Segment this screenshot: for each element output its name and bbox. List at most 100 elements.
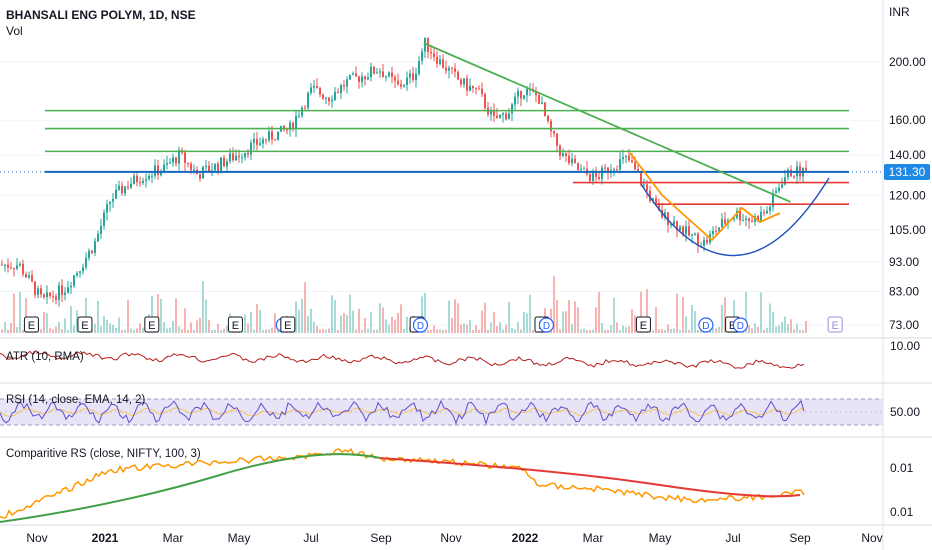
- atr-axis-tick: 10.00: [890, 339, 920, 353]
- zigzag-path[interactable]: [629, 152, 781, 242]
- candle-body: [616, 169, 618, 171]
- volume-bar: [370, 312, 372, 333]
- earnings-marker[interactable]: E: [827, 316, 843, 333]
- volume-bar: [217, 323, 219, 333]
- earnings-marker[interactable]: E: [144, 316, 160, 333]
- volume-bar: [328, 328, 330, 333]
- volume-bar: [784, 316, 786, 333]
- time-axis-tick: Nov: [861, 531, 882, 545]
- time-axis-tick: Sep: [370, 531, 392, 545]
- volume-bar: [352, 310, 354, 333]
- candle-body: [148, 176, 150, 180]
- candle-body: [256, 138, 258, 145]
- earnings-marker[interactable]: E: [635, 316, 651, 333]
- volume-bar: [13, 293, 15, 333]
- volume-bar: [451, 317, 453, 333]
- volume-bar: [484, 302, 486, 333]
- candle-body: [172, 157, 174, 163]
- earnings-marker[interactable]: E: [227, 316, 243, 333]
- dividend-marker[interactable]: D: [698, 317, 714, 333]
- dividend-marker[interactable]: D: [732, 317, 749, 333]
- candle-body: [418, 60, 420, 74]
- volume-bar: [754, 323, 756, 333]
- volume-bar: [4, 321, 6, 333]
- volume-bar: [265, 329, 267, 333]
- last-price-badge: 131.30: [884, 164, 930, 180]
- candle-body: [103, 212, 105, 226]
- candle-body: [436, 56, 438, 64]
- candle-body: [193, 169, 195, 171]
- candle-body: [520, 90, 522, 99]
- volume-bar: [493, 311, 495, 333]
- volume-bar: [406, 316, 408, 333]
- candle-body: [781, 184, 783, 188]
- volume-bar: [613, 297, 615, 333]
- volume-bar: [799, 329, 801, 333]
- volume-bar: [43, 311, 45, 333]
- volume-bar: [319, 329, 321, 333]
- candle-body: [403, 85, 405, 87]
- volume-bar: [127, 300, 129, 333]
- volume-bar: [355, 329, 357, 333]
- candle-body: [97, 233, 99, 242]
- atr-pane: [0, 349, 805, 369]
- time-axis[interactable]: Nov 2021 Mar May Jul Sep Nov 2022 Mar May Jul Sep No…: [26, 531, 882, 545]
- candle-body: [793, 176, 795, 178]
- volume-bar: [553, 276, 555, 333]
- candle-body: [229, 153, 231, 162]
- volume-bar: [709, 329, 711, 333]
- volume-bar: [253, 329, 255, 333]
- candle-body: [346, 79, 348, 87]
- volume-bar: [118, 317, 120, 333]
- candle-body: [787, 169, 789, 178]
- candle-body: [406, 77, 408, 86]
- volume-bar: [316, 325, 318, 333]
- svg-text:E: E: [148, 320, 155, 332]
- drawing-tools[interactable]: [0, 42, 883, 257]
- candle-body: [517, 90, 519, 97]
- candle-body: [163, 164, 165, 172]
- price-axis[interactable]: 200.00 160.00 140.00 120.00 105.00 93.00 83.00…: [889, 55, 926, 332]
- dividend-marker[interactable]: D: [412, 317, 429, 333]
- candle-body: [550, 121, 552, 132]
- candle-body: [613, 169, 615, 171]
- trend-line[interactable]: [423, 42, 791, 203]
- earnings-marker[interactable]: E: [23, 316, 39, 333]
- candle-body: [7, 264, 9, 268]
- atr-line: [0, 349, 805, 369]
- event-markers[interactable]: EEEEDEEDEDEDEDE: [23, 316, 843, 333]
- earnings-marker[interactable]: E: [77, 316, 93, 333]
- candle-body: [316, 85, 318, 88]
- volume-bar: [361, 329, 363, 333]
- volume-bar: [385, 319, 387, 333]
- candle-body: [139, 182, 141, 184]
- candle-body: [286, 129, 288, 131]
- earnings-marker[interactable]: E: [280, 316, 296, 333]
- volume-bar: [577, 307, 579, 333]
- volume-bar: [592, 329, 594, 333]
- volume-bar: [631, 309, 633, 333]
- candle-body: [232, 153, 234, 161]
- volume-bar: [334, 299, 336, 333]
- volume-bar: [208, 319, 210, 333]
- volume-bar: [394, 319, 396, 333]
- candle-body: [481, 88, 483, 95]
- volume-bar: [61, 329, 63, 333]
- dividend-marker[interactable]: D: [538, 317, 555, 333]
- cup-arc[interactable]: [640, 177, 830, 257]
- volume-bar: [250, 312, 252, 333]
- volume-bar: [511, 328, 513, 333]
- time-axis-tick: Nov: [26, 531, 47, 545]
- atr-label: ATR (10, RMA): [6, 351, 84, 363]
- candle-body: [415, 73, 417, 81]
- volume-bar: [295, 301, 297, 333]
- volume-bar: [421, 296, 423, 333]
- volume-bar: [1, 329, 3, 333]
- volume-bar: [436, 329, 438, 333]
- volume-bar: [85, 297, 87, 333]
- candle-body: [445, 67, 447, 71]
- candle-body: [466, 78, 468, 91]
- volume-bar: [499, 322, 501, 333]
